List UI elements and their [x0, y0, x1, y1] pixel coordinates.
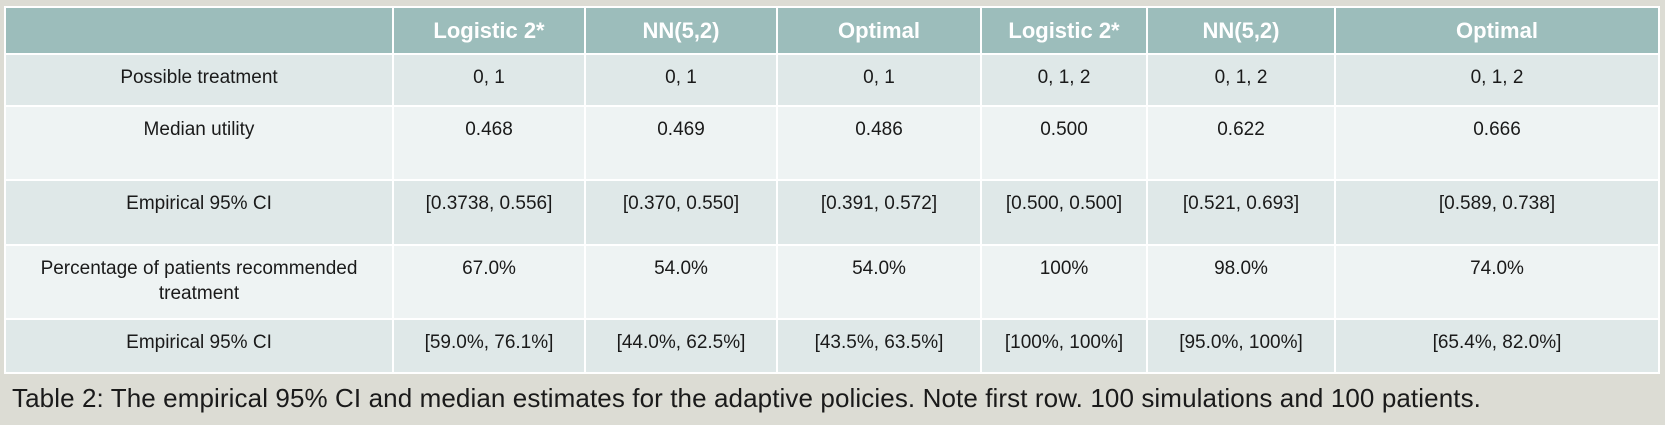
- row-label: Empirical 95% CI: [4, 179, 394, 246]
- table-cell: [59.0%, 76.1%]: [392, 318, 586, 374]
- table-cell: 0, 1, 2: [1146, 53, 1336, 107]
- header-cell-optimal-three-arm: Optimal: [1334, 6, 1660, 55]
- table-row: Empirical 95% CI [0.3738, 0.556] [0.370,…: [4, 179, 1660, 246]
- table-cell: [95.0%, 100%]: [1146, 318, 1336, 374]
- table-cell: [0.500, 0.500]: [980, 179, 1148, 246]
- table-cell: 0.666: [1334, 105, 1660, 181]
- row-label: Percentage of patients recommended treat…: [4, 244, 394, 320]
- table-cell: 54.0%: [776, 244, 982, 320]
- table-cell: 0.468: [392, 105, 586, 181]
- table-cell: 0.500: [980, 105, 1148, 181]
- table-cell: 98.0%: [1146, 244, 1336, 320]
- header-cell-logistic-2: Logistic 2*: [392, 6, 586, 55]
- table-cell: 67.0%: [392, 244, 586, 320]
- table-cell: 54.0%: [584, 244, 778, 320]
- header-cell-blank: [4, 6, 394, 55]
- results-table: Logistic 2* NN(5,2) Optimal Logistic 2* …: [4, 6, 1660, 374]
- row-label: Median utility: [4, 105, 394, 181]
- header-cell-logistic-2-three-arm: Logistic 2*: [980, 6, 1148, 55]
- table-cell: 0.622: [1146, 105, 1336, 181]
- table-cell: 74.0%: [1334, 244, 1660, 320]
- table-cell: [43.5%, 63.5%]: [776, 318, 982, 374]
- row-label: Empirical 95% CI: [4, 318, 394, 374]
- table-cell: [0.589, 0.738]: [1334, 179, 1660, 246]
- table-cell: 0, 1: [392, 53, 586, 107]
- table-cell: [0.3738, 0.556]: [392, 179, 586, 246]
- table-cell: [44.0%, 62.5%]: [584, 318, 778, 374]
- table-row: Empirical 95% CI [59.0%, 76.1%] [44.0%, …: [4, 318, 1660, 374]
- table-caption: Table 2: The empirical 95% CI and median…: [12, 383, 1482, 413]
- table-cell: 0, 1: [776, 53, 982, 107]
- header-cell-nn-5-2-three-arm: NN(5,2): [1146, 6, 1336, 55]
- table-cell: 0, 1: [584, 53, 778, 107]
- table-cell: 0, 1, 2: [1334, 53, 1660, 107]
- table-cell: [0.521, 0.693]: [1146, 179, 1336, 246]
- table-row: Median utility 0.468 0.469 0.486 0.500 0…: [4, 105, 1660, 181]
- table-cell: 0.486: [776, 105, 982, 181]
- table-cell: 0, 1, 2: [980, 53, 1148, 107]
- table-cell: 0.469: [584, 105, 778, 181]
- row-label: Possible treatment: [4, 53, 394, 107]
- header-cell-optimal: Optimal: [776, 6, 982, 55]
- table-row: Possible treatment 0, 1 0, 1 0, 1 0, 1, …: [4, 53, 1660, 107]
- table-cell: 100%: [980, 244, 1148, 320]
- table-cell: [0.391, 0.572]: [776, 179, 982, 246]
- header-cell-nn-5-2: NN(5,2): [584, 6, 778, 55]
- table-cell: [100%, 100%]: [980, 318, 1148, 374]
- table-row: Percentage of patients recommended treat…: [4, 244, 1660, 320]
- header-row: Logistic 2* NN(5,2) Optimal Logistic 2* …: [4, 6, 1660, 55]
- table-cell: [65.4%, 82.0%]: [1334, 318, 1660, 374]
- table-cell: [0.370, 0.550]: [584, 179, 778, 246]
